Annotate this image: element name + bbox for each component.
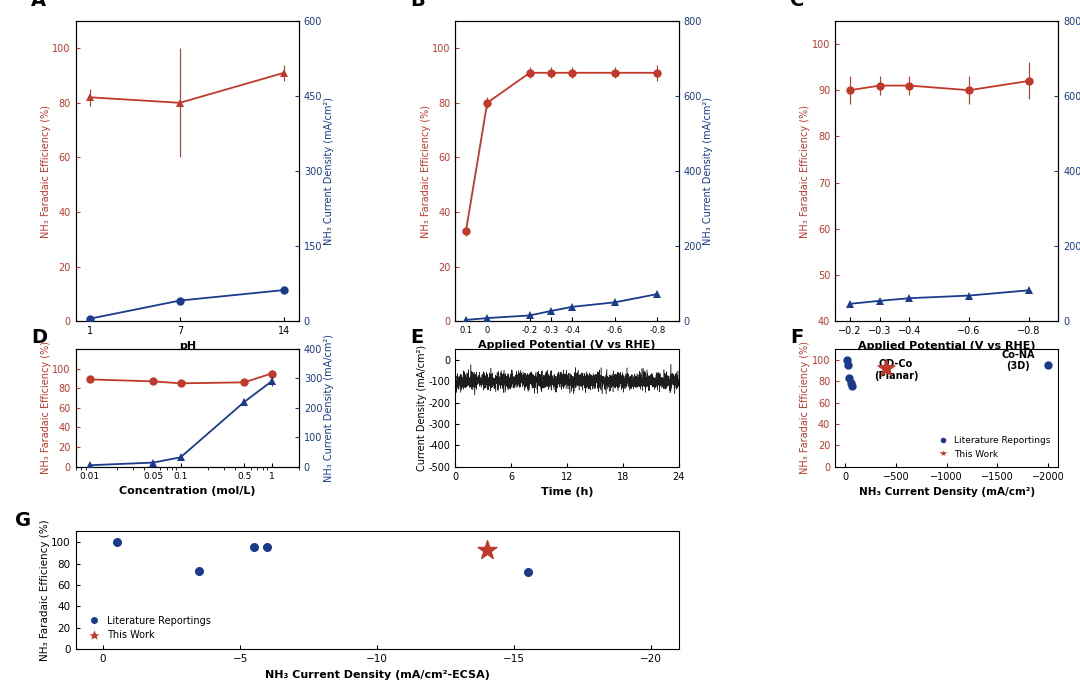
Point [1040, 359, 1057, 371]
X-axis label: Concentration (mol/L): Concentration (mol/L) [119, 486, 256, 496]
Y-axis label: NH₃ Faradaic Efficiency (%): NH₃ Faradaic Efficiency (%) [41, 105, 51, 237]
Point [108, 537, 125, 548]
Legend: Literature Reportings, This Work: Literature Reportings, This Work [931, 433, 1054, 462]
X-axis label: Applied Potential (V vs RHE): Applied Potential (V vs RHE) [478, 341, 656, 350]
Y-axis label: NH₃ Faradaic Efficiency (%): NH₃ Faradaic Efficiency (%) [421, 105, 431, 237]
Text: A: A [31, 0, 46, 10]
Point [877, 363, 894, 374]
Text: E: E [410, 328, 423, 347]
Text: G: G [15, 510, 31, 530]
Point [839, 359, 856, 371]
Y-axis label: NH₃ Faradaic Efficiency (%): NH₃ Faradaic Efficiency (%) [40, 519, 50, 661]
Y-axis label: NH₃ Current Density (mA/cm²): NH₃ Current Density (mA/cm²) [324, 334, 334, 482]
Point [843, 381, 861, 392]
Y-axis label: NH₃ Current Density (mA/cm²): NH₃ Current Density (mA/cm²) [324, 97, 334, 245]
Text: Co-NA
(3D): Co-NA (3D) [1001, 350, 1035, 371]
Point [259, 542, 276, 553]
Point [190, 565, 207, 577]
X-axis label: NH₃ Current Density (mA/cm²): NH₃ Current Density (mA/cm²) [859, 487, 1035, 497]
Text: D: D [31, 328, 48, 347]
Point [840, 372, 858, 383]
X-axis label: NH₃ Current Density (mA/cm²-ECSA): NH₃ Current Density (mA/cm²-ECSA) [265, 669, 489, 680]
Text: B: B [410, 0, 426, 10]
Text: C: C [791, 0, 805, 10]
Legend: Literature Reportings, This Work: Literature Reportings, This Work [81, 611, 215, 644]
Point [519, 567, 537, 578]
X-axis label: Applied Potential (V vs RHE): Applied Potential (V vs RHE) [858, 341, 1036, 352]
Point [842, 378, 860, 389]
Point [838, 354, 855, 365]
Point [478, 544, 496, 555]
X-axis label: pH: pH [178, 341, 195, 352]
Y-axis label: NH₃ Faradaic Efficiency (%): NH₃ Faradaic Efficiency (%) [800, 105, 810, 237]
X-axis label: Time (h): Time (h) [541, 487, 593, 497]
Point [245, 542, 262, 553]
Text: F: F [791, 328, 804, 347]
Y-axis label: Current Density (mA/cm²): Current Density (mA/cm²) [417, 345, 427, 471]
Y-axis label: NH₃ Current Density (mA/cm²): NH₃ Current Density (mA/cm²) [703, 97, 714, 245]
Y-axis label: NH₃ Faradaic Efficiency (%): NH₃ Faradaic Efficiency (%) [41, 341, 51, 475]
Y-axis label: NH₃ Faradaic Efficiency (%): NH₃ Faradaic Efficiency (%) [800, 341, 810, 475]
Text: OD-Co
(Planar): OD-Co (Planar) [874, 359, 918, 381]
